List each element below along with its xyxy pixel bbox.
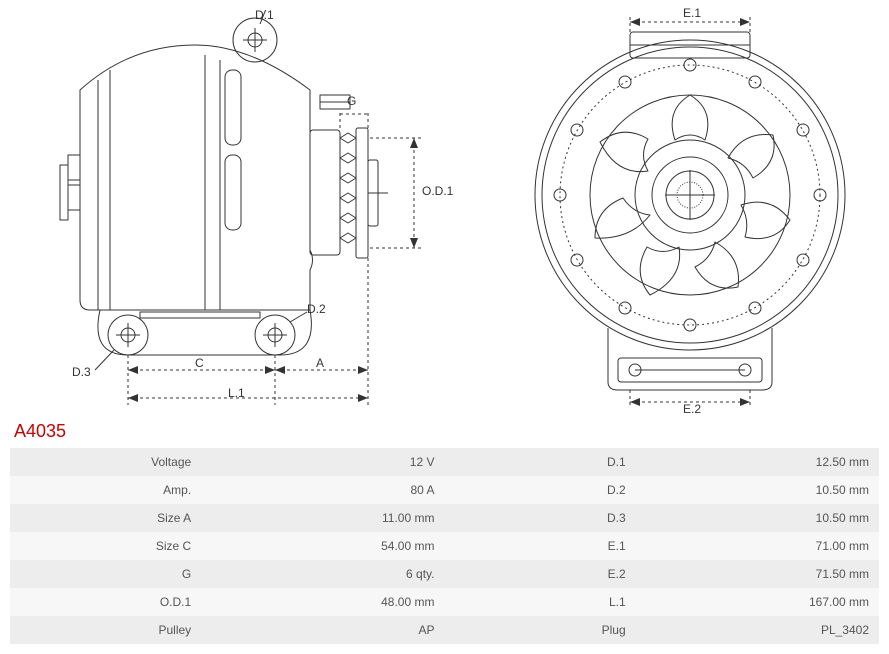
drawings-row: D.1 G O.D.1 D.2 D.3 C A L.1 (10, 10, 879, 413)
spec-label: O.D.1 (10, 588, 201, 616)
spec-value: 80 A (201, 476, 444, 504)
front-view-drawing (500, 10, 880, 410)
spec-value: 54.00 mm (201, 532, 444, 560)
spec-label: G (10, 560, 201, 588)
spec-label: D.3 (444, 504, 635, 532)
spec-label: E.1 (444, 532, 635, 560)
side-view-container: D.1 G O.D.1 D.2 D.3 C A L.1 (10, 10, 470, 413)
spec-row: G6 qty.E.271.50 mm (10, 560, 879, 588)
label-e2: E.2 (683, 402, 701, 416)
spec-label: E.2 (444, 560, 635, 588)
label-c: C (195, 356, 204, 370)
spec-value: 11.00 mm (201, 504, 444, 532)
spec-value: 12.50 mm (636, 448, 879, 476)
spec-label: L.1 (444, 588, 635, 616)
spec-label: Voltage (10, 448, 201, 476)
label-d1: D.1 (255, 8, 274, 22)
label-od1: O.D.1 (422, 184, 453, 198)
label-d2: D.2 (307, 302, 326, 316)
spec-label: Amp. (10, 476, 201, 504)
spec-label: Size C (10, 532, 201, 560)
spec-value: 167.00 mm (636, 588, 879, 616)
label-g: G (347, 94, 356, 108)
label-a: A (316, 356, 324, 370)
spec-label: Pulley (10, 616, 201, 644)
front-view-container: E.1 E.2 (500, 10, 880, 413)
side-view-drawing (10, 10, 470, 410)
spec-value: 71.00 mm (636, 532, 879, 560)
spec-row: PulleyAPPlugPL_3402 (10, 616, 879, 644)
spec-value: 48.00 mm (201, 588, 444, 616)
spec-value: 6 qty. (201, 560, 444, 588)
spec-label: Plug (444, 616, 635, 644)
spec-label: Size A (10, 504, 201, 532)
spec-value: AP (201, 616, 444, 644)
label-e1: E.1 (683, 6, 701, 20)
spec-table: Voltage12 VD.112.50 mmAmp.80 AD.210.50 m… (10, 448, 879, 644)
spec-value: 10.50 mm (636, 504, 879, 532)
label-d3: D.3 (72, 365, 91, 379)
spec-row: Voltage12 VD.112.50 mm (10, 448, 879, 476)
spec-value: 71.50 mm (636, 560, 879, 588)
spec-value: PL_3402 (636, 616, 879, 644)
spec-value: 10.50 mm (636, 476, 879, 504)
spec-row: Size C54.00 mmE.171.00 mm (10, 532, 879, 560)
spec-row: Amp.80 AD.210.50 mm (10, 476, 879, 504)
part-number: A4035 (14, 421, 879, 442)
spec-row: Size A11.00 mmD.310.50 mm (10, 504, 879, 532)
label-l1: L.1 (228, 386, 245, 400)
spec-row: O.D.148.00 mmL.1167.00 mm (10, 588, 879, 616)
spec-label: D.2 (444, 476, 635, 504)
spec-label: D.1 (444, 448, 635, 476)
spec-value: 12 V (201, 448, 444, 476)
